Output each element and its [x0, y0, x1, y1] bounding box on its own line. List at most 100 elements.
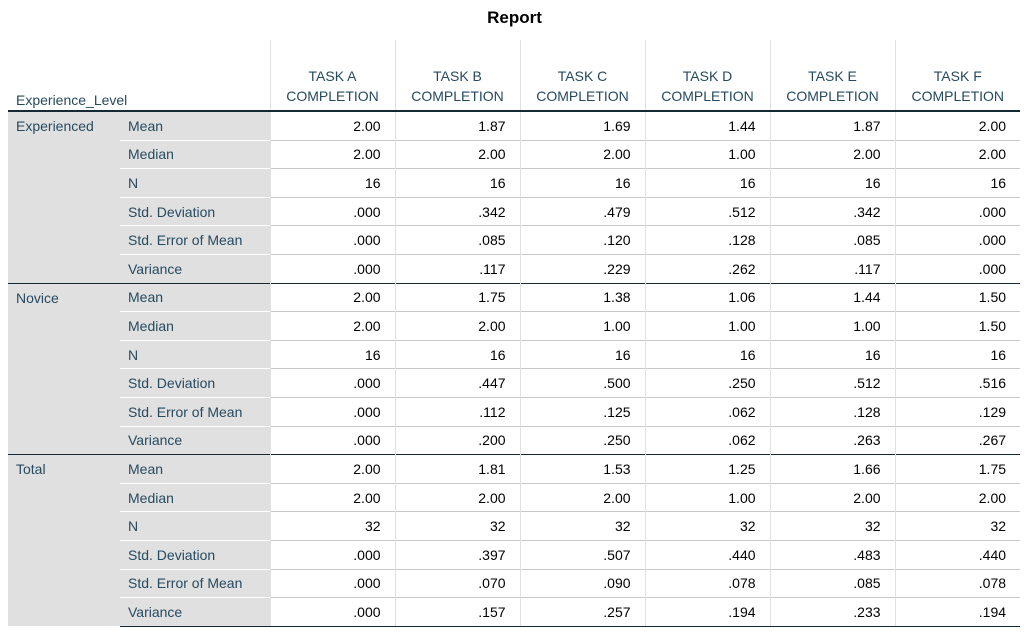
cell-value: 1.38: [519, 282, 646, 312]
cell-value: .000: [894, 196, 1021, 226]
cell-value: 16: [769, 168, 896, 198]
cell-value: 16: [769, 339, 896, 369]
data-row: Std. Error of Mean .000.112.125.062.128.1…: [8, 396, 1021, 427]
data-row: Median 2.00 2.00 2.00 1.00 2.00 2.00: [8, 482, 1021, 512]
cell-value: .085: [394, 225, 521, 255]
cell-value: 2.00: [894, 482, 1021, 512]
cell-value: .479: [519, 196, 646, 226]
cell-value: .070: [394, 568, 521, 598]
column-header-text: TASK B COMPLETION: [411, 68, 504, 104]
report-table: Experience_Level TASK A COMPLETION TASK B…: [8, 40, 1021, 627]
cell-value: .447: [394, 368, 521, 398]
stat-label: N: [120, 511, 271, 541]
cell-value: .512: [644, 196, 771, 226]
cell-value: .000: [894, 253, 1021, 284]
data-row: Std. Deviation .000.447.500.250.512.516: [8, 368, 1021, 398]
cell-value: 2.00: [519, 482, 646, 512]
data-row: Variance .000.117.229.262.117.000: [8, 253, 1021, 284]
stat-label: Std. Deviation: [120, 196, 271, 226]
cell-value: 16: [519, 339, 646, 369]
cell-value: .000: [269, 225, 396, 255]
cell-value: .085: [769, 225, 896, 255]
cell-value: 2.00: [269, 139, 396, 169]
cell-value: 2.00: [269, 311, 396, 341]
cell-value: .000: [269, 568, 396, 598]
cell-value: 16: [644, 339, 771, 369]
column-header: TASK F COMPLETION: [894, 40, 1021, 112]
cell-value: .000: [269, 368, 396, 398]
stat-label: Std. Error of Mean: [120, 568, 271, 598]
cell-value: 16: [894, 168, 1021, 198]
cell-value: .263: [769, 425, 896, 455]
cell-value: 32: [394, 511, 521, 541]
group-label: Experienced: [8, 110, 120, 284]
data-row: N 16 16 16 16 16 16: [8, 168, 1021, 198]
cell-value: 1.75: [394, 282, 521, 312]
cell-value: 2.00: [269, 482, 396, 512]
stat-label: Std. Deviation: [120, 368, 271, 398]
header-row: Experience_Level TASK A COMPLETION TASK B…: [8, 40, 1021, 112]
cell-value: .440: [894, 539, 1021, 569]
cell-value: .117: [769, 253, 896, 284]
data-row: Std. Error of Mean .000.085.120.128.085.0…: [8, 225, 1021, 255]
cell-value: 2.00: [894, 110, 1021, 141]
cell-value: 16: [519, 168, 646, 198]
cell-value: 1.44: [769, 282, 896, 312]
cell-value: 1.53: [519, 454, 646, 484]
cell-value: 1.50: [894, 311, 1021, 341]
data-row: N 16 16 16 16 16 16: [8, 339, 1021, 369]
stat-label: Mean: [120, 454, 271, 484]
data-row: Std. Deviation .000.342.479.512.342.000: [8, 196, 1021, 226]
stat-label: Median: [120, 139, 271, 169]
cell-value: 1.06: [644, 282, 771, 312]
stat-label: Std. Deviation: [120, 539, 271, 569]
cell-value: 1.66: [769, 454, 896, 484]
cell-value: .250: [519, 425, 646, 455]
cell-value: 1.69: [519, 110, 646, 141]
data-row: Std. Deviation .000.397.507.440.483.440: [8, 539, 1021, 569]
cell-value: .078: [644, 568, 771, 598]
cell-value: 2.00: [894, 139, 1021, 169]
cell-value: 2.00: [769, 139, 896, 169]
cell-value: .125: [519, 396, 646, 427]
cell-value: .194: [644, 597, 771, 627]
cell-value: 1.87: [394, 110, 521, 141]
cell-value: 2.00: [769, 482, 896, 512]
corner-header: Experience_Level: [8, 40, 271, 112]
cell-value: .194: [894, 597, 1021, 627]
stat-label: Variance: [120, 253, 271, 284]
cell-value: 2.00: [519, 139, 646, 169]
cell-value: 1.00: [644, 311, 771, 341]
cell-value: 2.00: [394, 311, 521, 341]
cell-value: .267: [894, 425, 1021, 455]
cell-value: .000: [269, 196, 396, 226]
cell-value: 2.00: [269, 454, 396, 484]
cell-value: 2.00: [269, 282, 396, 312]
cell-value: 16: [394, 168, 521, 198]
cell-value: .090: [519, 568, 646, 598]
cell-value: 1.44: [644, 110, 771, 141]
cell-value: 1.87: [769, 110, 896, 141]
cell-value: 32: [519, 511, 646, 541]
stat-label: Std. Error of Mean: [120, 225, 271, 255]
cell-value: .085: [769, 568, 896, 598]
column-header: TASK C COMPLETION: [519, 40, 646, 112]
column-header-text: TASK E COMPLETION: [786, 68, 879, 104]
cell-value: .062: [644, 396, 771, 427]
stat-label: N: [120, 168, 271, 198]
cell-value: .200: [394, 425, 521, 455]
cell-value: .000: [269, 253, 396, 284]
stat-label: Median: [120, 311, 271, 341]
data-row: Total Mean 2.00 1.81 1.53 1.25 1.66 1.75: [8, 454, 1021, 627]
stat-label: Variance: [120, 425, 271, 455]
data-row: Median 2.00 2.00 2.00 1.00 2.00 2.00: [8, 139, 1021, 169]
cell-value: .117: [394, 253, 521, 284]
cell-value: 1.00: [644, 139, 771, 169]
data-row: Variance .000.200.250.062.263.267: [8, 425, 1021, 455]
cell-value: 1.00: [519, 311, 646, 341]
column-header-text: TASK C COMPLETION: [536, 68, 629, 104]
cell-value: .129: [894, 396, 1021, 427]
cell-value: .128: [644, 225, 771, 255]
cell-value: .500: [519, 368, 646, 398]
